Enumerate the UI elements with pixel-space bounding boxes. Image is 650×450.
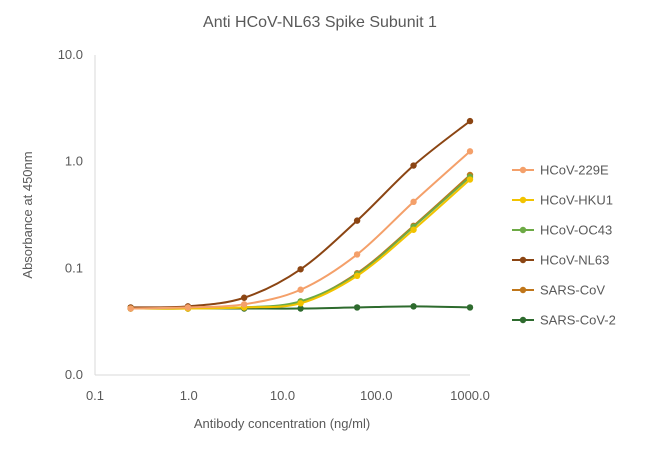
x-tick-label: 1.0 xyxy=(180,388,198,403)
data-point xyxy=(353,304,361,311)
series-layer xyxy=(127,117,474,312)
y-tick-label: 0.0 xyxy=(65,367,83,382)
x-tick-label: 100.0 xyxy=(360,388,393,403)
data-point xyxy=(410,198,417,206)
legend-marker xyxy=(519,166,527,174)
data-point xyxy=(353,217,361,224)
series-hcov-229e xyxy=(127,148,474,312)
legend-label: HCoV-229E xyxy=(540,163,609,178)
legend-item: HCoV-229E xyxy=(512,163,609,178)
y-axis-title: Absorbance at 450nm xyxy=(20,151,35,278)
legend-label: HCoV-OC43 xyxy=(540,223,612,238)
x-tick-label: 1000.0 xyxy=(450,388,490,403)
series-line xyxy=(130,150,471,310)
legend-marker xyxy=(519,196,527,204)
data-point xyxy=(297,266,304,273)
legend-item: HCoV-NL63 xyxy=(512,253,609,268)
legend-marker xyxy=(519,256,527,264)
data-point xyxy=(297,286,304,293)
y-tick-label: 10.0 xyxy=(58,47,83,62)
y-tick-label: 1.0 xyxy=(65,154,83,169)
legend-marker xyxy=(519,316,527,324)
data-point xyxy=(353,251,361,258)
data-point xyxy=(466,148,474,155)
legend: HCoV-229E HCoV-HKU1 HCoV-OC43 HCoV-NL63 SARS… xyxy=(512,163,616,328)
chart-title: Anti HCoV-NL63 Spike Subunit 1 xyxy=(203,14,437,31)
x-tick-label: 0.1 xyxy=(86,388,104,403)
legend-label: SARS-CoV-2 xyxy=(540,313,616,328)
legend-item: HCoV-OC43 xyxy=(512,223,612,238)
legend-marker xyxy=(519,286,527,294)
data-point xyxy=(466,117,474,125)
data-point xyxy=(353,272,361,280)
y-tick-labels: 0.0 0.1 1.0 10.0 xyxy=(58,47,83,382)
data-point xyxy=(410,162,417,169)
data-point xyxy=(410,226,417,233)
x-tick-label: 10.0 xyxy=(270,388,295,403)
data-point xyxy=(466,304,474,311)
legend-marker xyxy=(519,226,527,234)
legend-item: HCoV-HKU1 xyxy=(512,193,613,208)
series-hcov-nl63 xyxy=(127,117,474,311)
data-point xyxy=(297,300,304,307)
data-point xyxy=(297,305,304,312)
legend-item: SARS-CoV xyxy=(512,283,605,298)
data-point xyxy=(184,304,192,311)
data-point xyxy=(410,303,417,310)
series-line xyxy=(130,120,471,309)
x-axis-title: Antibody concentration (ng/ml) xyxy=(194,416,370,431)
data-point xyxy=(127,305,134,312)
y-tick-label: 0.1 xyxy=(65,260,83,275)
data-point xyxy=(240,301,248,308)
legend-label: SARS-CoV xyxy=(540,283,605,298)
x-tick-labels: 0.1 1.0 10.0 100.0 1000.0 xyxy=(86,388,490,403)
legend-label: HCoV-HKU1 xyxy=(540,193,613,208)
legend-label: HCoV-NL63 xyxy=(540,253,609,268)
legend-item: SARS-CoV-2 xyxy=(512,313,616,328)
data-point xyxy=(466,176,474,183)
data-point xyxy=(240,294,248,301)
